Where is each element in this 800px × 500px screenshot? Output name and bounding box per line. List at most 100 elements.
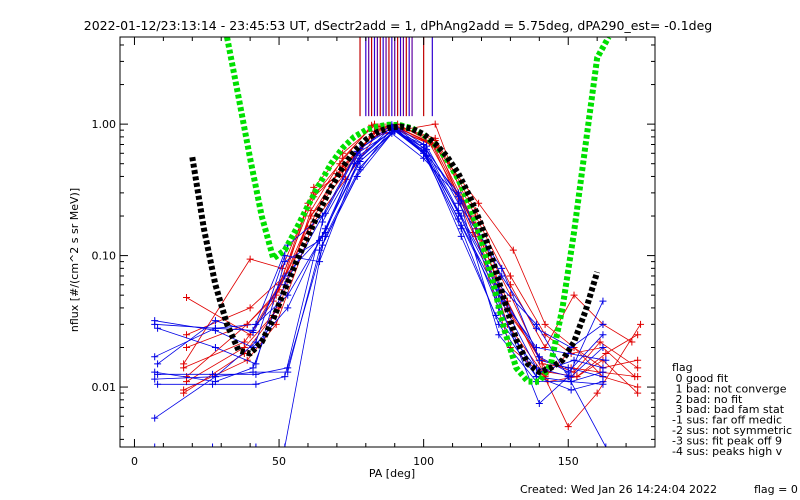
blue-series-12 bbox=[151, 127, 607, 422]
blue-data-point bbox=[318, 218, 326, 226]
blue-data-point bbox=[316, 258, 324, 266]
blue-data-point bbox=[154, 370, 162, 378]
blue-data-point bbox=[154, 360, 162, 368]
chart-title: 2022-01-12/23:13:14 - 23:45:53 UT, dSect… bbox=[84, 18, 712, 33]
red-data-point bbox=[634, 383, 642, 391]
x-axis-label: PA [deg] bbox=[369, 467, 415, 480]
red-data-point bbox=[180, 386, 188, 394]
blue-series-18 bbox=[151, 121, 607, 386]
blue-data-point bbox=[154, 324, 162, 332]
red-data-point bbox=[634, 331, 642, 339]
x-tick-label: 100 bbox=[413, 455, 434, 468]
red-data-point bbox=[596, 338, 604, 346]
created-timestamp: Created: Wed Jan 26 14:24:04 2022 bbox=[520, 483, 717, 496]
legend-entry: 0 good fit bbox=[672, 372, 729, 385]
blue-data-point bbox=[420, 149, 428, 157]
blue-series-line bbox=[157, 125, 603, 378]
blue-data-point bbox=[151, 414, 159, 422]
red-series-0 bbox=[183, 123, 636, 351]
axes-layer: 0 50 100 150 0.01 0.10 1.00 bbox=[92, 37, 655, 468]
red-data-point bbox=[506, 272, 514, 280]
blue-data-point bbox=[151, 375, 159, 383]
blue-data-point bbox=[249, 364, 257, 372]
red-data-point bbox=[637, 320, 645, 328]
blue-data-point bbox=[252, 380, 260, 388]
red-data-point bbox=[183, 331, 191, 339]
blue-data-point bbox=[353, 172, 361, 180]
red-data-point bbox=[634, 364, 642, 372]
blue-data-point bbox=[599, 297, 607, 305]
red-data-point bbox=[180, 364, 188, 372]
red-data-point bbox=[593, 389, 601, 397]
blue-data-point bbox=[498, 272, 506, 280]
blue-data-point bbox=[599, 331, 607, 339]
y-tick-label: 0.01 bbox=[92, 381, 117, 394]
blue-data-point bbox=[356, 163, 364, 171]
red-data-point bbox=[570, 291, 578, 299]
blue-data-point bbox=[211, 326, 219, 334]
blue-data-point bbox=[498, 264, 506, 272]
blue-data-point bbox=[284, 364, 292, 372]
blue-data-point bbox=[211, 343, 219, 351]
blue-series-line bbox=[154, 127, 607, 447]
y-axis-label: nflux [#/(cm^2 s sr MeV)] bbox=[68, 188, 81, 332]
blue-data-point bbox=[281, 252, 289, 260]
blue-data-point bbox=[249, 329, 257, 337]
blue-series-line bbox=[157, 129, 604, 378]
blue-series-line bbox=[154, 126, 604, 378]
blue-series-14 bbox=[151, 129, 607, 386]
data-layer bbox=[151, 37, 645, 447]
blue-data-point bbox=[151, 353, 159, 361]
blue-series-13 bbox=[154, 122, 607, 381]
red-data-point bbox=[246, 255, 254, 263]
red-data-point bbox=[541, 320, 549, 328]
red-data-point bbox=[509, 246, 517, 254]
blue-data-point bbox=[602, 356, 610, 364]
blue-series-11 bbox=[151, 124, 610, 447]
blue-data-point bbox=[570, 356, 578, 364]
blue-data-point bbox=[599, 343, 607, 351]
red-data-point bbox=[307, 212, 315, 220]
blue-series-line bbox=[154, 125, 606, 361]
flag-value: flag = 0 bbox=[754, 483, 798, 496]
blue-data-point bbox=[281, 373, 289, 381]
red-data-point bbox=[541, 343, 549, 351]
blue-data-point bbox=[321, 232, 329, 240]
red-data-point bbox=[475, 199, 483, 207]
blue-data-point bbox=[151, 443, 159, 447]
legend-entry: -4 sus: peaks high v bbox=[672, 445, 783, 458]
blue-series-19 bbox=[154, 127, 607, 388]
blue-data-point bbox=[495, 331, 503, 339]
blue-data-point bbox=[281, 258, 289, 266]
black-fit-curve bbox=[189, 123, 601, 376]
blue-data-point bbox=[350, 160, 358, 168]
x-tick-label: 150 bbox=[558, 455, 579, 468]
blue-data-point bbox=[209, 443, 217, 447]
blue-data-point bbox=[284, 304, 292, 312]
blue-data-point bbox=[602, 443, 610, 447]
red-series-line bbox=[186, 125, 636, 377]
blue-series-line bbox=[154, 132, 604, 383]
blue-data-point bbox=[567, 378, 575, 386]
blue-data-point bbox=[316, 237, 324, 245]
legend-entry: 3 bad: bad fam stat bbox=[672, 403, 785, 416]
blue-data-point bbox=[599, 364, 607, 372]
blue-data-point bbox=[457, 197, 465, 205]
blue-data-point bbox=[564, 368, 572, 376]
flag-legend: flag 0 good fit 1 bad: not converge 2 ba… bbox=[672, 361, 792, 458]
blue-data-point bbox=[252, 370, 260, 378]
legend-entry: -1 sus: far off medic bbox=[672, 414, 782, 427]
blue-data-point bbox=[281, 272, 289, 280]
blue-data-point bbox=[151, 317, 159, 325]
y-tick-label: 1.00 bbox=[92, 118, 117, 131]
legend-title: flag bbox=[672, 361, 693, 374]
blue-data-point bbox=[535, 353, 543, 361]
red-data-point bbox=[240, 338, 248, 346]
blue-series-10 bbox=[151, 126, 607, 361]
blue-series-line bbox=[154, 124, 604, 383]
y-tick-label: 0.10 bbox=[92, 250, 117, 263]
blue-data-point bbox=[154, 380, 162, 388]
blue-data-point bbox=[252, 360, 260, 368]
red-data-point bbox=[243, 320, 251, 328]
